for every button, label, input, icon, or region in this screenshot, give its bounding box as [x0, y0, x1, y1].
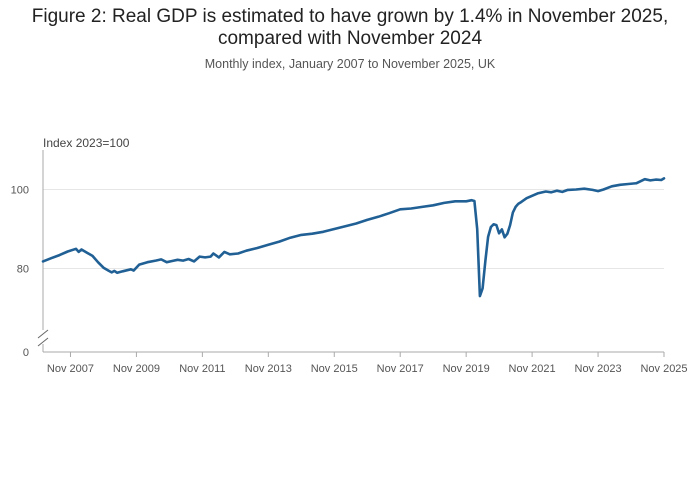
x-tick-label-2009-11: Nov 2009 [113, 363, 160, 375]
y-axis-ticks: 0 80 100 [11, 185, 29, 360]
x-tick-label-2019-11: Nov 2019 [443, 363, 490, 375]
chart-subtitle: Monthly index, January 2007 to November … [204, 57, 496, 71]
y-axis-label: Index 2023=100 [43, 136, 130, 150]
y-tick-label-0: 0 [23, 347, 29, 359]
x-tick-label-2025-11: Nov 2025 [640, 363, 687, 375]
x-tick-label-2017-11: Nov 2017 [377, 363, 424, 375]
axis-break-mark-2 [37, 337, 49, 347]
y-tick-label-100: 100 [11, 185, 29, 197]
y-tick-label-80: 80 [17, 264, 29, 276]
x-tick-label-2011-11: Nov 2011 [179, 363, 225, 375]
chart-title: Figure 2: Real GDP is estimated to have … [0, 6, 700, 50]
gridlines [43, 189, 664, 269]
x-tick-label-2015-11: Nov 2015 [311, 363, 358, 375]
series-line-0 [41, 177, 666, 298]
axes [37, 150, 664, 353]
series-layer [41, 177, 666, 298]
x-tick-label-2023-11: Nov 2023 [575, 363, 622, 375]
chart-title-line-1: Figure 2: Real GDP is estimated to have … [31, 6, 669, 27]
x-tick-label-2013-11: Nov 2013 [245, 363, 292, 375]
x-axis-ticks: Nov 2007 Nov 2009 Nov 2011 Nov 2013 Nov 2015… [47, 352, 688, 375]
chart-title-line-2: compared with November 2024 [217, 28, 483, 49]
x-tick-label-2021-11: Nov 2021 [509, 363, 556, 375]
axis-break-mark-1 [37, 329, 49, 339]
x-tick-label-2007-11: Nov 2007 [47, 363, 94, 375]
